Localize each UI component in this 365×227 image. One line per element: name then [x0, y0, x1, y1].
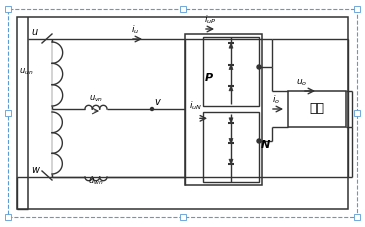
Text: $u_o$: $u_o$ — [296, 77, 308, 88]
Bar — [354, 214, 360, 220]
Polygon shape — [229, 138, 233, 143]
Text: $i_{uP}$: $i_{uP}$ — [204, 13, 216, 26]
Text: 负载: 负载 — [310, 103, 324, 116]
Bar — [203, 112, 259, 182]
Circle shape — [257, 65, 261, 69]
Text: u: u — [31, 27, 37, 37]
Text: $u_{wn}$: $u_{wn}$ — [88, 177, 104, 187]
Bar — [180, 214, 185, 220]
Polygon shape — [229, 86, 233, 91]
Bar — [5, 214, 11, 220]
Polygon shape — [229, 118, 233, 123]
Bar — [185, 34, 262, 185]
Polygon shape — [229, 64, 233, 69]
Bar — [288, 91, 346, 127]
Text: v: v — [154, 97, 160, 107]
Bar — [203, 37, 259, 106]
Text: $i_o$: $i_o$ — [272, 94, 280, 106]
Text: $i_u$: $i_u$ — [131, 24, 139, 36]
Text: w: w — [31, 165, 39, 175]
Polygon shape — [229, 43, 233, 48]
Text: $u_{un}$: $u_{un}$ — [19, 67, 33, 77]
Polygon shape — [229, 159, 233, 164]
Text: P: P — [205, 73, 213, 83]
Text: N: N — [261, 140, 270, 150]
Circle shape — [257, 139, 261, 143]
Bar — [354, 6, 360, 12]
Text: $u_{vn}$: $u_{vn}$ — [89, 94, 103, 104]
Bar — [5, 110, 11, 116]
Bar — [17, 17, 348, 209]
Text: $i_{uN}$: $i_{uN}$ — [189, 100, 202, 112]
Bar — [180, 6, 185, 12]
Bar — [5, 6, 11, 12]
Bar — [354, 110, 360, 116]
Circle shape — [150, 108, 154, 111]
